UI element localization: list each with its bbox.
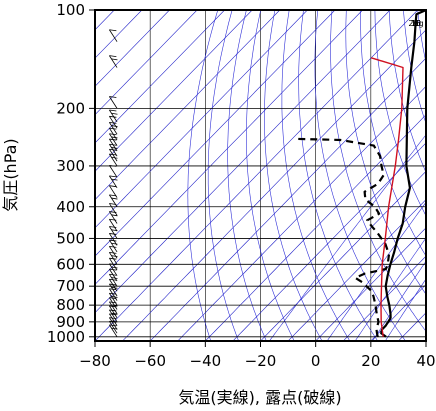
dry-adiabat-line — [246, 10, 295, 341]
wind-barb — [109, 194, 118, 207]
dry-adiabat-line — [388, 10, 426, 174]
y-tick-label: 100 — [56, 1, 85, 19]
mixing-ratio-label: 10 — [411, 19, 421, 28]
mixing-ratio-line — [269, 134, 426, 341]
isotherm-line — [425, 340, 426, 341]
wind-barb — [116, 10, 118, 11]
isotherm-line — [287, 199, 426, 341]
y-tick-label: 200 — [56, 99, 85, 117]
isotherm-line — [95, 10, 281, 201]
isotherm-line — [122, 29, 426, 341]
mixing-ratio-line — [326, 201, 426, 341]
background-grid-layer — [95, 10, 436, 341]
wind-barb — [109, 233, 118, 246]
y-tick-label: 600 — [56, 255, 85, 273]
dry-adiabat-line — [432, 10, 436, 341]
wind-barb — [109, 245, 118, 259]
wind-barb — [109, 127, 118, 141]
isotherm-line — [95, 10, 363, 285]
wind-barb — [109, 109, 118, 123]
y-tick-label: 400 — [56, 198, 85, 216]
isotherm-line — [398, 312, 426, 341]
dry-adiabat-line — [281, 10, 351, 341]
wind-barb — [109, 55, 118, 68]
x-tick-label: 20 — [361, 352, 380, 370]
mixing-ratio-label: 1 — [413, 19, 418, 28]
y-axis-title: 気圧(hPa) — [1, 138, 20, 211]
dry-adiabat-line — [187, 10, 219, 341]
x-axis-title: 気温(実線), 露点(破線) — [178, 388, 341, 407]
x-tick-label: 0 — [311, 352, 321, 370]
wind-barb — [109, 226, 118, 239]
y-tick-label: 500 — [56, 229, 85, 247]
x-tick-label: 40 — [416, 352, 435, 370]
wind-barb — [109, 239, 118, 253]
y-tick-label: 1000 — [47, 328, 85, 346]
dry-adiabat-line — [207, 10, 239, 341]
isotherm-line — [95, 10, 391, 314]
isotherm-line — [177, 85, 426, 341]
wind-barb — [109, 252, 118, 265]
isotherm-line — [95, 10, 418, 341]
x-tick-label: −40 — [190, 352, 222, 370]
x-tick-label: −20 — [245, 352, 277, 370]
isotherm-line — [95, 10, 198, 116]
isotherm-line — [315, 227, 426, 341]
pressure-gridlines — [95, 9, 426, 338]
y-tick-label: 700 — [56, 277, 85, 295]
parcel-line — [370, 57, 404, 337]
isotherm-line — [205, 114, 426, 341]
isotherm-line — [149, 57, 426, 341]
wind-barb — [109, 175, 118, 189]
mixing-ratio-label: 5 — [413, 19, 418, 28]
dry-adiabat-line — [298, 10, 378, 341]
isotherm-line — [260, 170, 426, 341]
isotherm-line — [370, 284, 426, 341]
wind-barb — [109, 257, 118, 271]
dry-adiabat-line — [374, 10, 426, 217]
x-tick-label: −80 — [79, 352, 111, 370]
isotherm-line — [95, 10, 308, 229]
dry-adiabat-line — [227, 10, 267, 341]
mixing-ratio-line — [384, 278, 426, 341]
x-axis-ticks: −80 −60 −40 −20 0 20 40 — [79, 341, 436, 370]
isotherm-line — [95, 10, 336, 257]
mixing-ratio-line — [372, 260, 426, 341]
dry-adiabat-line — [330, 10, 426, 332]
wind-barb — [109, 115, 118, 129]
dry-adiabat-line — [345, 10, 426, 295]
x-tick-label: −60 — [134, 352, 166, 370]
wind-barb — [109, 29, 118, 42]
y-tick-label: 900 — [56, 313, 85, 331]
wind-barb — [109, 121, 118, 135]
wind-barb — [109, 96, 118, 109]
isotherm-line — [95, 10, 253, 172]
wind-barb — [109, 185, 118, 198]
dewpoint-line — [297, 137, 391, 338]
mixing-ratio-label: 15 — [411, 19, 421, 28]
mixing-ratio-line — [354, 237, 426, 341]
wind-barb — [109, 324, 118, 338]
y-tick-label: 300 — [56, 157, 85, 175]
wind-barb — [109, 164, 118, 178]
dry-adiabat-line — [264, 10, 323, 341]
mixing-ratio-label: 20g — [408, 19, 423, 28]
temperature-line — [380, 10, 426, 338]
y-tick-label: 800 — [56, 296, 85, 314]
sounding-layer — [109, 10, 426, 338]
